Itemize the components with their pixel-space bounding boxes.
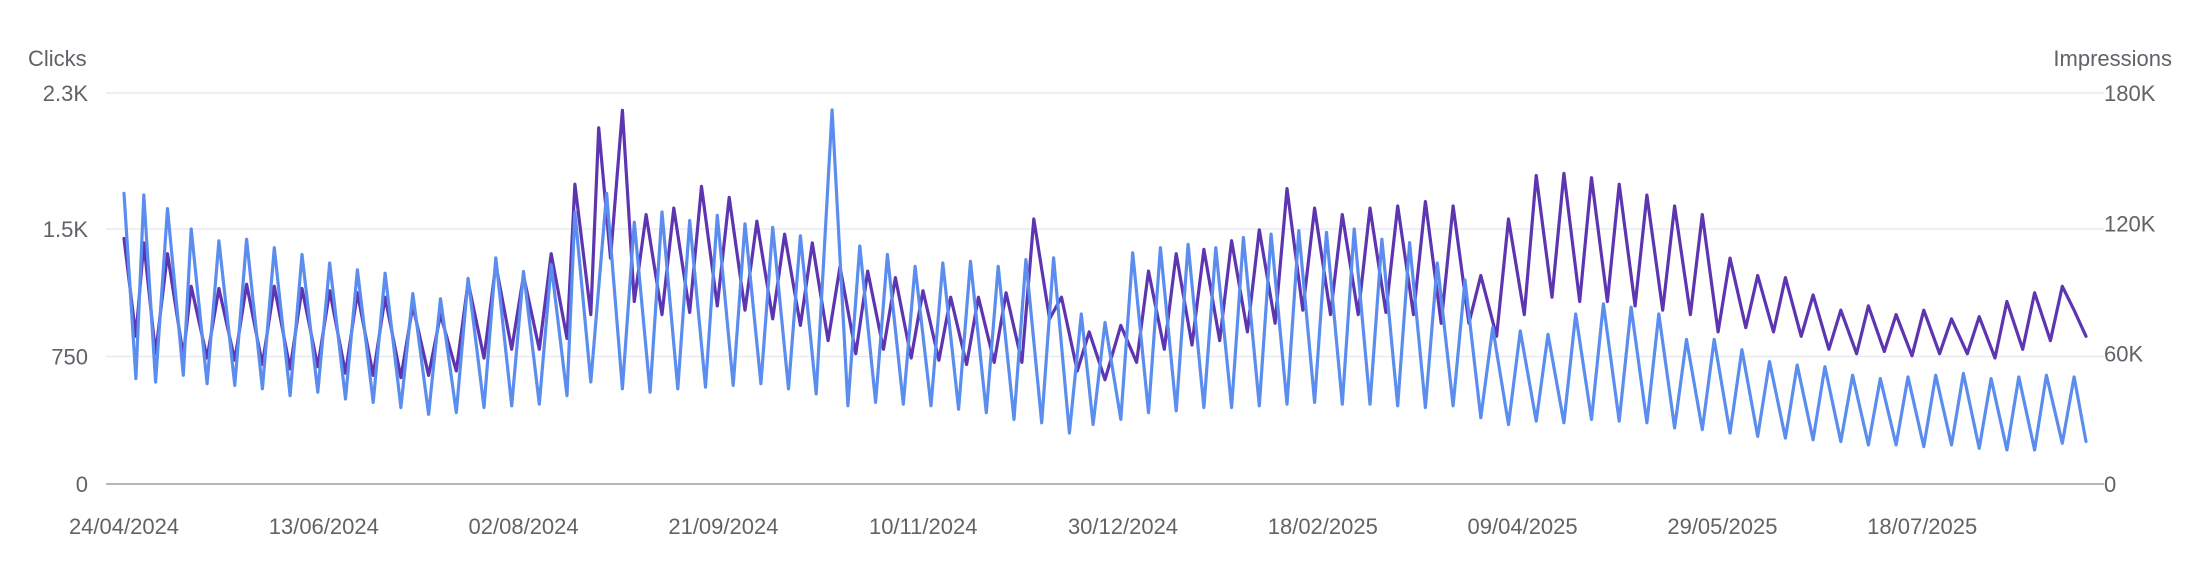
- right-tick-label: 120K: [2104, 211, 2156, 236]
- x-axis-ticks: 24/04/2024 13/06/2024 02/08/2024 21/09/2024…: [69, 514, 1977, 539]
- right-axis-title: Impressions: [2053, 46, 2172, 71]
- left-tick-label: 2.3K: [43, 81, 89, 106]
- x-tick-label: 10/11/2024: [869, 514, 977, 539]
- right-tick-label: 180K: [2104, 81, 2156, 106]
- left-axis-ticks: 0 750 1.5K 2.3K: [43, 81, 89, 497]
- x-tick-label: 18/07/2025: [1867, 514, 1977, 539]
- right-tick-label: 60K: [2104, 342, 2143, 367]
- left-axis-title: Clicks: [28, 46, 87, 71]
- left-tick-label: 0: [76, 472, 88, 497]
- right-tick-label: 0: [2104, 472, 2116, 497]
- x-tick-label: 13/06/2024: [269, 514, 379, 539]
- x-tick-label: 18/02/2025: [1268, 514, 1378, 539]
- x-tick-label: 29/05/2025: [1667, 514, 1777, 539]
- x-tick-label: 02/08/2024: [469, 514, 579, 539]
- clicks-series-line: [122, 108, 2088, 452]
- x-tick-label: 09/04/2025: [1468, 514, 1578, 539]
- left-tick-label: 750: [51, 345, 88, 370]
- left-tick-label: 1.5K: [43, 217, 89, 242]
- x-tick-label: 21/09/2024: [668, 514, 778, 539]
- series-lines: [122, 108, 2088, 452]
- gridlines: [106, 92, 2104, 485]
- x-tick-label: 24/04/2024: [69, 514, 179, 539]
- x-tick-label: 30/12/2024: [1068, 514, 1178, 539]
- right-axis-ticks: 0 60K 120K 180K: [2104, 81, 2156, 497]
- impressions-series-line: [122, 108, 2088, 382]
